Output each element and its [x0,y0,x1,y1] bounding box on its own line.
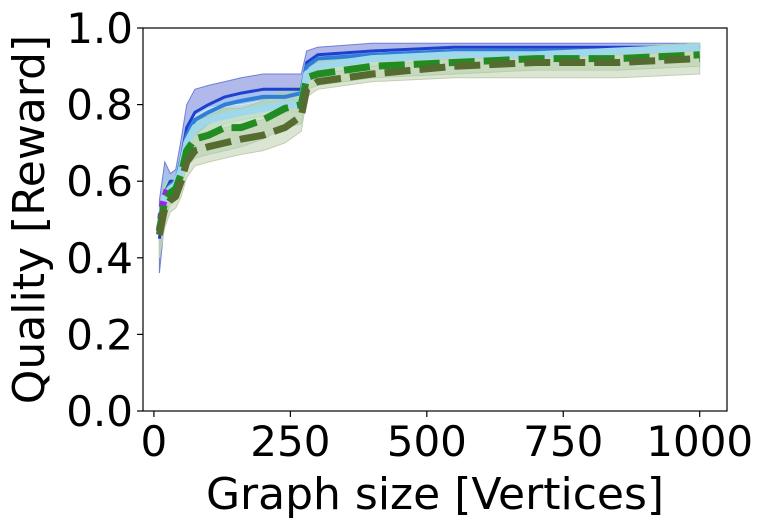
series-6-band [158,50,701,258]
plot-frame [142,27,728,412]
series-6-line [155,55,700,236]
x-tick-label: 1000 [646,417,753,466]
x-tick-label: 250 [250,417,330,466]
x-tick-label: 0 [141,417,168,466]
y-tick-label: 0.2 [66,310,133,359]
x-tick-label: 500 [387,417,467,466]
y-tick-label: 0.6 [66,157,133,206]
x-tick-label: 750 [523,417,603,466]
y-tick-label: 1.0 [66,4,133,53]
y-axis-ticks: 0.0 0.2 0.4 0.6 0.8 1.0 [66,4,143,436]
y-tick-label: 0.0 [66,387,133,436]
x-axis-label: Graph size [Vertices] [206,469,664,520]
y-axis-label: Quality [Reward] [4,35,55,404]
y-tick-label: 0.4 [66,234,133,283]
series-lines [155,43,700,239]
confidence-bands [158,42,701,274]
y-tick-label: 0.8 [66,81,133,130]
x-axis-ticks: 0 250 500 750 1000 [141,411,753,466]
